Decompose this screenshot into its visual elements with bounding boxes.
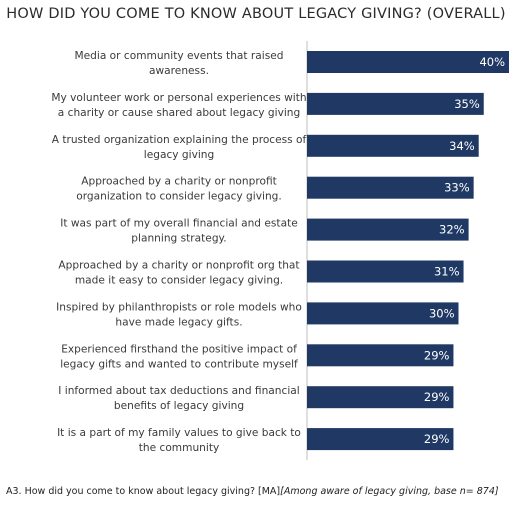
bar <box>307 344 454 367</box>
data-label: 40% <box>479 55 505 69</box>
category-label: organization to consider legacy giving. <box>76 191 282 203</box>
data-label: 32% <box>439 223 465 237</box>
bar-chart: 40% Media or community events that raised… <box>51 41 509 461</box>
category-label: Experienced firsthand the positive impac… <box>61 343 297 355</box>
data-label: 29% <box>424 348 450 362</box>
data-label: 31% <box>434 265 460 279</box>
bar <box>307 218 469 241</box>
bar <box>307 176 474 199</box>
category-label: A trusted organization explaining the pr… <box>52 134 307 146</box>
category-label: legacy gifts and wanted to contribute my… <box>60 358 298 370</box>
data-label: 29% <box>424 432 450 446</box>
bar <box>307 386 454 409</box>
category-label: made it easy to consider legacy giving. <box>75 275 283 287</box>
footnote-question: A3. How did you come to know about legac… <box>6 486 281 497</box>
footnote: A3. How did you come to know about legac… <box>6 486 499 497</box>
category-label: legacy giving <box>144 149 214 161</box>
data-label: 35% <box>454 97 480 111</box>
category-label: I informed about tax deductions and fina… <box>58 385 299 397</box>
category-label: a charity or cause shared about legacy g… <box>58 107 300 119</box>
category-label: awareness. <box>149 65 209 77</box>
category-label: It is a part of my family values to give… <box>57 427 301 439</box>
category-label: Approached by a charity or nonprofit <box>81 176 277 188</box>
data-label: 33% <box>444 181 470 195</box>
category-label: Media or community events that raised <box>75 50 284 62</box>
category-label: My volunteer work or personal experience… <box>51 92 306 104</box>
chart-title: HOW DID YOU COME TO KNOW ABOUT LEGACY GI… <box>6 6 506 22</box>
category-label: planning strategy. <box>131 233 226 245</box>
bar <box>307 92 484 115</box>
data-label: 34% <box>449 139 475 153</box>
data-label: 29% <box>424 390 450 404</box>
footnote-base: [Among aware of legacy giving, base n= 8… <box>280 486 499 497</box>
category-label: It was part of my overall financial and … <box>60 218 298 230</box>
bar <box>307 51 509 73</box>
bar <box>307 428 454 451</box>
category-label: the community <box>139 442 220 454</box>
bar <box>307 134 479 157</box>
data-label: 30% <box>429 306 455 320</box>
category-label: Inspired by philanthropists or role mode… <box>56 301 302 313</box>
category-label: Approached by a charity or nonprofit org… <box>58 260 299 272</box>
category-label: benefits of legacy giving <box>114 400 244 412</box>
category-label: have made legacy gifts. <box>115 316 242 328</box>
bar <box>307 260 464 283</box>
bar <box>307 302 459 325</box>
